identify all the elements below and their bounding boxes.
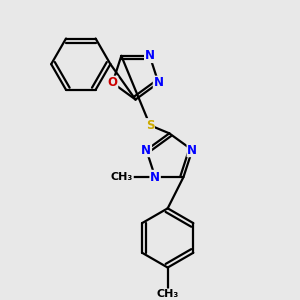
Text: N: N [145, 50, 155, 62]
Text: N: N [154, 76, 164, 89]
Text: N: N [150, 170, 160, 184]
Text: CH₃: CH₃ [111, 172, 133, 182]
Text: N: N [141, 143, 152, 157]
Text: S: S [146, 119, 154, 132]
Text: O: O [108, 76, 118, 89]
Text: CH₃: CH₃ [157, 289, 179, 299]
Text: N: N [187, 143, 197, 157]
